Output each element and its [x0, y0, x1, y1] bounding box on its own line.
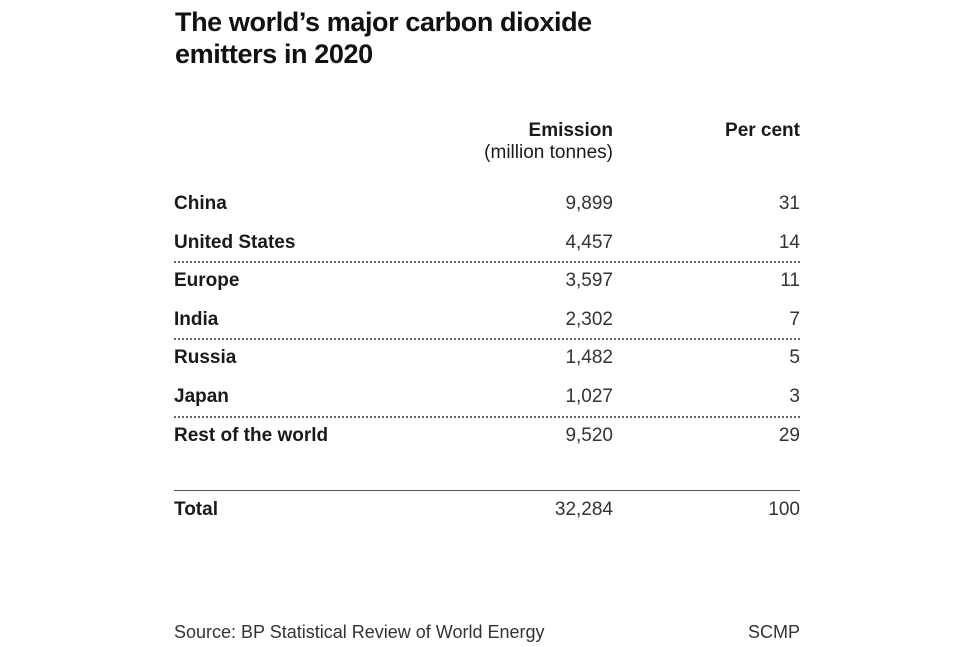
- row-country-name: United States: [174, 231, 296, 253]
- row-percent-value: 11: [780, 270, 800, 292]
- row-percent-value: 5: [789, 347, 800, 369]
- row-country-name: Europe: [174, 270, 240, 292]
- row-emission-value: 1,482: [565, 347, 613, 369]
- row-percent-value: 3: [789, 385, 800, 407]
- emission-header-unit: (million tonnes): [484, 142, 613, 163]
- table-row: India 2,302 7: [174, 302, 800, 341]
- table-row: Europe 3,597 11: [174, 263, 800, 302]
- row-emission-value: 4,457: [565, 231, 613, 253]
- publisher-credit: SCMP: [747, 622, 800, 642]
- table-row: China 9,899 31: [174, 186, 800, 225]
- emission-header-label: Emission: [528, 120, 613, 141]
- row-emission-value: 3,597: [565, 270, 613, 292]
- table-row: Japan 1,027 3: [174, 379, 800, 418]
- row-emission-value: 9,899: [565, 193, 613, 214]
- chart-title: The world’s major carbon dioxide emitter…: [175, 7, 592, 69]
- row-percent-value: 7: [789, 308, 800, 330]
- row-percent-value: 14: [778, 231, 800, 253]
- emission-column-header: Emission (million tonnes): [393, 120, 613, 164]
- total-percent-value: 100: [768, 499, 800, 520]
- row-country-name: Russia: [174, 347, 237, 369]
- table-row: Rest of the world 9,520 29: [174, 418, 800, 457]
- total-label: Total: [174, 499, 218, 520]
- emissions-table: Emission (million tonnes) Per cent China…: [174, 120, 800, 520]
- table-row: United States 4,457 14: [174, 225, 800, 264]
- row-percent-value: 29: [778, 424, 800, 446]
- table-header: Emission (million tonnes) Per cent: [174, 120, 800, 186]
- total-emission-value: 32,284: [554, 499, 613, 520]
- table-row: Russia 1,482 5: [174, 340, 800, 379]
- source-note: Source: BP Statistical Review of World E…: [174, 622, 545, 642]
- total-row: Total 32,284 100: [174, 492, 800, 528]
- footer: Source: BP Statistical Review of World E…: [174, 622, 800, 646]
- row-emission-value: 2,302: [565, 308, 613, 330]
- total-divider: [174, 490, 800, 491]
- table-body: China 9,899 31 United States 4,457 14 Eu…: [174, 186, 800, 456]
- row-emission-value: 1,027: [565, 385, 613, 407]
- row-emission-value: 9,520: [565, 424, 613, 446]
- percent-column-header: Per cent: [725, 120, 800, 141]
- row-country-name: Japan: [174, 385, 229, 407]
- row-country-name: China: [174, 193, 227, 214]
- row-country-name: Rest of the world: [174, 424, 329, 446]
- row-country-name: India: [174, 308, 219, 330]
- row-percent-value: 31: [778, 193, 800, 214]
